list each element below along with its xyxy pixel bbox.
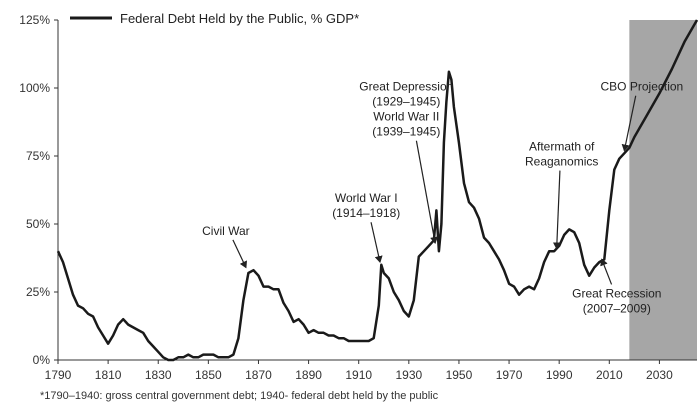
annotation-arrow: [370, 222, 383, 264]
legend-label: Federal Debt Held by the Public, % GDP*: [120, 11, 359, 26]
annotation-text: Aftermath of: [529, 140, 595, 154]
annotation-arrow: [232, 239, 248, 269]
x-tick-label: 1970: [496, 368, 523, 382]
y-tick-label: 125%: [19, 13, 50, 27]
annotation-text: (1929–1945): [372, 95, 440, 109]
annotation-arrow: [552, 170, 561, 250]
annotation-text: World War I: [335, 191, 398, 205]
x-tick-label: 1890: [295, 368, 322, 382]
annotation: CBO Projection: [601, 80, 684, 152]
legend: Federal Debt Held by the Public, % GDP*: [70, 11, 359, 26]
annotation-text: Reaganomics: [525, 155, 598, 169]
annotation: Great Depression(1929–1945)World War II(…: [359, 80, 453, 245]
x-tick-label: 1850: [195, 368, 222, 382]
annotation-text: Great Depression: [359, 80, 453, 94]
annotation-text: Civil War: [202, 224, 250, 238]
x-tick-label: 1910: [345, 368, 372, 382]
y-tick-label: 25%: [26, 285, 50, 299]
x-tick-label: 2030: [646, 368, 673, 382]
annotation-text: (2007–2009): [583, 301, 651, 315]
y-tick-label: 75%: [26, 149, 50, 163]
annotation: Civil War: [202, 224, 250, 269]
x-tick-label: 1810: [95, 368, 122, 382]
x-tick-label: 1830: [145, 368, 172, 382]
series-line-federal-debt: [56, 19, 699, 362]
y-tick-label: 0%: [33, 353, 51, 367]
y-tick-label: 100%: [19, 81, 50, 95]
x-tick-label: 1930: [395, 368, 422, 382]
footnote: *1790–1940: gross central government deb…: [40, 390, 439, 402]
x-tick-label: 2010: [596, 368, 623, 382]
y-axis-ticks: 0% 25% 50% 75% 100% 125%: [19, 13, 58, 367]
annotation-text: (1914–1918): [332, 206, 400, 220]
annotation-arrow: [600, 258, 613, 285]
x-tick-label: 1870: [245, 368, 272, 382]
x-axis-ticks: 1790 1810 1830 1850 1870 1890 1910 1930 1950 1970…: [45, 360, 673, 382]
plot-axes: [57, 20, 697, 361]
annotation-text: CBO Projection: [601, 80, 684, 94]
x-tick-label: 1990: [546, 368, 573, 382]
x-tick-label: 1790: [45, 368, 72, 382]
annotation-arrow: [621, 95, 637, 152]
annotation-text: Great Recession: [572, 286, 661, 300]
cbo-projection-shade: [629, 20, 697, 360]
y-tick-label: 50%: [26, 217, 50, 231]
annotation: Great Recession(2007–2009): [572, 258, 661, 315]
x-tick-label: 1950: [446, 368, 473, 382]
annotation-arrow: [415, 140, 438, 245]
annotation-text: (1939–1945): [372, 125, 440, 139]
annotation-text: World War II: [373, 110, 439, 124]
annotation: World War I(1914–1918): [332, 191, 400, 264]
